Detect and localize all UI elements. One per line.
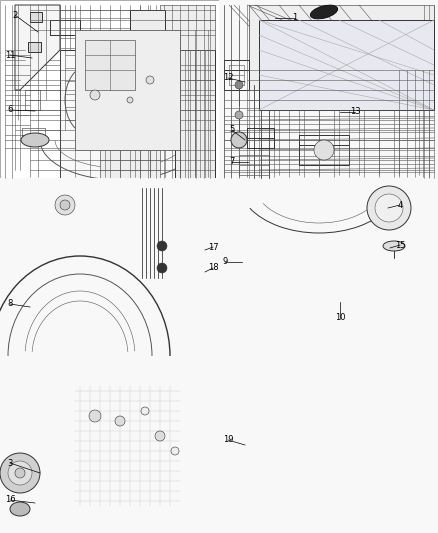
Text: 4: 4 xyxy=(397,200,403,209)
Circle shape xyxy=(157,241,167,251)
Ellipse shape xyxy=(21,133,49,147)
Text: 11: 11 xyxy=(5,51,15,60)
Polygon shape xyxy=(219,356,438,533)
Ellipse shape xyxy=(383,241,405,251)
Polygon shape xyxy=(0,178,219,356)
Polygon shape xyxy=(100,130,160,178)
Polygon shape xyxy=(160,5,215,50)
Circle shape xyxy=(155,431,165,441)
Polygon shape xyxy=(85,40,135,90)
Circle shape xyxy=(235,111,243,119)
Polygon shape xyxy=(75,30,180,150)
Circle shape xyxy=(115,416,125,426)
Circle shape xyxy=(8,461,32,485)
Circle shape xyxy=(60,200,70,210)
Text: 19: 19 xyxy=(223,435,233,445)
Circle shape xyxy=(0,453,40,493)
Text: 12: 12 xyxy=(223,74,233,83)
Circle shape xyxy=(314,140,334,160)
Bar xyxy=(30,12,42,22)
Circle shape xyxy=(15,468,25,478)
Text: 17: 17 xyxy=(208,243,218,252)
Text: 10: 10 xyxy=(335,313,345,322)
Circle shape xyxy=(127,97,133,103)
Bar xyxy=(219,0,438,178)
Circle shape xyxy=(367,186,411,230)
Circle shape xyxy=(231,132,247,148)
Polygon shape xyxy=(0,356,219,533)
Polygon shape xyxy=(259,20,434,110)
Text: 7: 7 xyxy=(230,157,235,166)
Polygon shape xyxy=(130,10,165,100)
Bar xyxy=(0,178,219,356)
Circle shape xyxy=(90,90,100,100)
Bar xyxy=(0,356,219,533)
Text: 5: 5 xyxy=(230,125,235,134)
Bar xyxy=(28,42,41,52)
Circle shape xyxy=(141,407,149,415)
Circle shape xyxy=(375,194,403,222)
Text: 2: 2 xyxy=(12,11,18,20)
Text: 16: 16 xyxy=(5,496,15,505)
Text: 9: 9 xyxy=(223,257,228,266)
Polygon shape xyxy=(219,178,438,356)
Text: 1: 1 xyxy=(293,13,298,22)
Text: 15: 15 xyxy=(395,240,405,249)
Circle shape xyxy=(171,447,179,455)
Circle shape xyxy=(235,81,243,89)
Text: 13: 13 xyxy=(350,108,360,117)
Polygon shape xyxy=(249,5,434,90)
Circle shape xyxy=(89,410,101,422)
Polygon shape xyxy=(60,50,215,178)
Bar xyxy=(0,0,219,178)
Text: 18: 18 xyxy=(208,263,218,272)
Circle shape xyxy=(157,263,167,273)
Ellipse shape xyxy=(311,5,338,19)
Polygon shape xyxy=(15,5,60,90)
Text: 3: 3 xyxy=(7,458,13,467)
Bar xyxy=(219,178,438,356)
Bar xyxy=(219,356,438,533)
Polygon shape xyxy=(219,0,438,178)
Text: 6: 6 xyxy=(7,106,13,115)
Circle shape xyxy=(146,76,154,84)
Polygon shape xyxy=(175,50,215,178)
Circle shape xyxy=(55,195,75,215)
Ellipse shape xyxy=(10,502,30,516)
Text: 8: 8 xyxy=(7,300,13,309)
